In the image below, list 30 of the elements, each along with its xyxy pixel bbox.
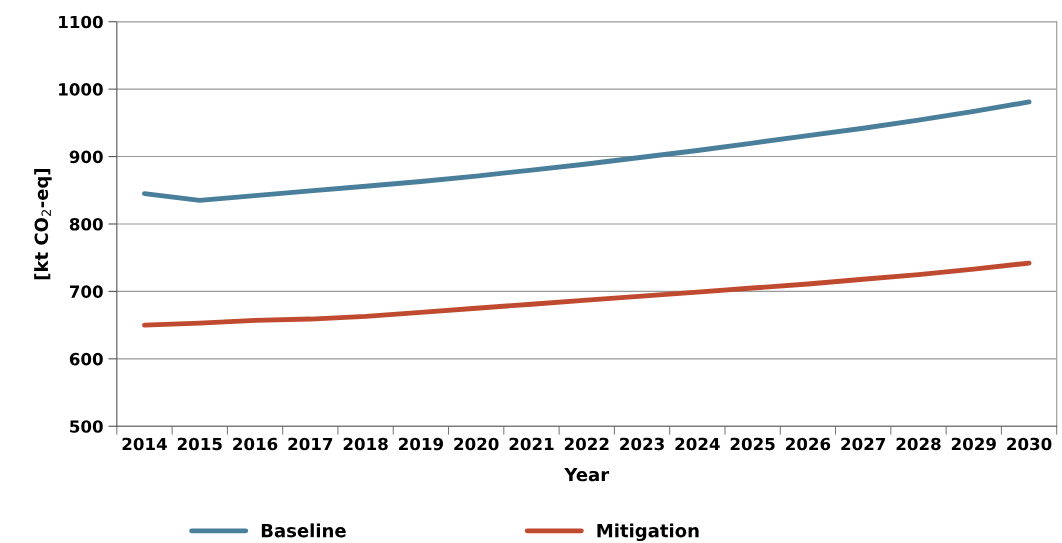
x-tick-label: 2014	[122, 437, 167, 451]
x-tick-label: 2017	[288, 437, 333, 451]
y-tick-label: 800	[69, 217, 103, 231]
y-tick-label: 900	[69, 150, 103, 164]
x-tick-label: 2022	[564, 437, 609, 451]
y-tick-label: 500	[70, 420, 103, 433]
line-series	[142, 260, 1032, 328]
x-tick-label: 2030	[1007, 437, 1052, 451]
x-tick-label: 2027	[841, 437, 886, 451]
x-tick-label: 2018	[343, 437, 388, 451]
x-tick-label: 2024	[675, 437, 720, 451]
x-tick-label: 2026	[786, 437, 831, 451]
x-tick-label: 2015	[177, 437, 222, 451]
y-axis-title: [kt CO$_{2}$-eq]	[34, 168, 52, 280]
x-tick-label: 2021	[509, 437, 554, 451]
x-axis-title: Year	[564, 467, 610, 482]
x-tick-label: 2029	[951, 437, 996, 451]
x-tick-label: 2025	[730, 437, 775, 451]
x-tick-label: 2020	[454, 437, 499, 451]
y-tick-label: 600	[69, 352, 103, 366]
line-series	[142, 99, 1032, 203]
x-tick-label: 2023	[620, 437, 664, 451]
legend-label: Mitigation	[597, 523, 699, 542]
x-tick-label: 2028	[896, 437, 941, 451]
y-tick-label: 1000	[59, 83, 103, 96]
legend-label: Baseline	[261, 523, 346, 538]
y-tick-label: 1100	[59, 15, 103, 29]
y-tick-label: 700	[69, 285, 103, 298]
x-tick-label: 2019	[399, 437, 444, 451]
x-tick-label: 2016	[233, 437, 278, 451]
